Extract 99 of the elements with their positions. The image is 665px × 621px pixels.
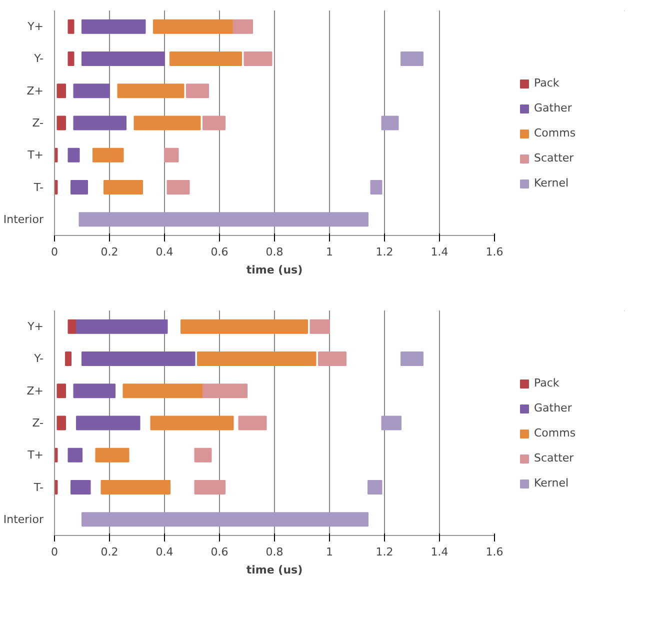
bar [368, 480, 382, 495]
bar [68, 51, 74, 66]
legend-label: Kernel [534, 176, 569, 190]
y-tick-label: Y- [33, 352, 44, 366]
bar [381, 416, 402, 430]
y-tick-label: Interior [3, 512, 44, 526]
bar [82, 512, 368, 527]
x-tick-label: 1.6 [486, 246, 504, 258]
y-tick-label: Z+ [26, 384, 44, 398]
bar [68, 19, 74, 34]
legend-label: Comms [534, 126, 576, 140]
x-tick-label: 0.4 [156, 546, 174, 558]
legend-label: Comms [534, 426, 576, 440]
bar [370, 180, 382, 195]
y-tick-label: T+ [26, 148, 44, 162]
bar [95, 448, 130, 462]
bar [186, 84, 209, 98]
legend-label: Kernel [534, 476, 569, 490]
bar [134, 116, 201, 130]
x-axis-title: time (us) [246, 264, 303, 276]
bar [54, 480, 58, 495]
x-tick-label: 0.6 [210, 246, 228, 258]
bar [202, 384, 248, 398]
x-tick-label: 1.2 [376, 246, 394, 258]
bar [82, 351, 196, 366]
y-tick-label: T- [32, 480, 44, 494]
bar [104, 180, 143, 195]
bar [166, 180, 190, 195]
y-tick-label: T+ [26, 448, 44, 462]
y-tick-label: Z- [32, 416, 44, 430]
bar [150, 416, 234, 430]
x-tick-label: 0.8 [266, 546, 284, 558]
bar [56, 84, 66, 98]
bar [54, 448, 58, 462]
bar [180, 319, 308, 334]
y-tick-label: Y+ [26, 20, 44, 34]
y-tick-label: Y+ [26, 320, 44, 334]
x-tick-label: 1.4 [430, 546, 448, 558]
bar [170, 51, 242, 66]
x-tick-label: 1.4 [430, 246, 448, 258]
legend-label: Scatter [534, 152, 574, 164]
x-tick-label: 1.2 [376, 546, 394, 558]
bar [82, 51, 165, 66]
bar [202, 116, 226, 130]
bar [153, 19, 234, 34]
bar [122, 384, 204, 398]
x-tick-label: 1 [326, 546, 333, 558]
y-tick-label: Z+ [26, 84, 44, 98]
bar [318, 351, 346, 366]
bar [232, 19, 253, 34]
y-tick-label: Y- [33, 52, 44, 66]
legend-label: Gather [534, 102, 572, 114]
y-tick-label: Interior [3, 212, 44, 226]
bar [76, 416, 140, 430]
bar [92, 148, 124, 162]
bar [194, 448, 212, 462]
y-tick-label: T- [32, 180, 44, 194]
bar [400, 351, 424, 366]
bar [117, 84, 184, 98]
bar [310, 319, 330, 334]
bar [68, 448, 82, 462]
x-tick-label: 0.4 [156, 246, 174, 258]
bar [73, 84, 110, 98]
bar [73, 116, 126, 130]
bar [68, 148, 80, 162]
bar [65, 351, 72, 366]
bar [400, 51, 424, 66]
bar [100, 480, 170, 495]
legend-label: Pack [534, 76, 560, 90]
x-tick-label: 1.6 [486, 546, 504, 558]
bar [78, 212, 368, 227]
legend-label: Gather [534, 402, 572, 414]
x-tick-label: 0.2 [100, 246, 118, 258]
bar [381, 116, 399, 130]
legend-label: Pack [534, 376, 560, 390]
bar [238, 416, 267, 430]
bar [70, 180, 88, 195]
bar [70, 480, 91, 495]
bar [54, 148, 58, 162]
bar [73, 384, 116, 398]
bar [244, 51, 272, 66]
bar [197, 351, 316, 366]
x-axis-title: time (us) [246, 564, 303, 576]
bar [194, 480, 226, 495]
bar [76, 319, 168, 334]
x-tick-label: 0 [51, 546, 58, 558]
y-tick-label: Z- [32, 116, 44, 130]
bar [56, 384, 66, 398]
bar [54, 180, 58, 195]
x-tick-label: 0 [51, 246, 58, 258]
bar [56, 116, 66, 130]
bar [164, 148, 179, 162]
legend-label: Scatter [534, 452, 574, 464]
x-tick-label: 1 [326, 246, 333, 258]
x-tick-label: 0.8 [266, 246, 284, 258]
x-tick-label: 0.2 [100, 546, 118, 558]
bar [56, 416, 66, 430]
x-tick-label: 0.6 [210, 546, 228, 558]
bar [82, 19, 146, 34]
